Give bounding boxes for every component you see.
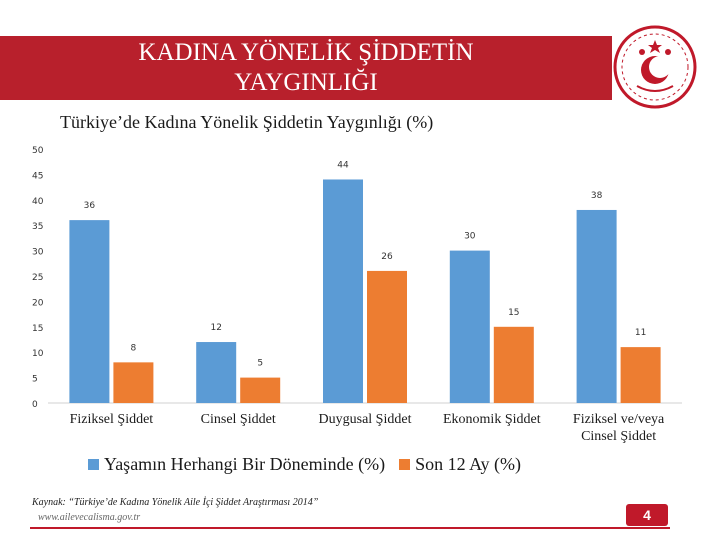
- x-tick-label: Fiziksel Şiddet: [70, 412, 154, 427]
- y-tick-label: 5: [32, 375, 38, 385]
- y-tick-label: 0: [32, 400, 38, 410]
- x-tick-label: Ekonomik Şiddet: [443, 412, 541, 427]
- legend-swatch-last12: [399, 459, 411, 470]
- bar: [196, 342, 237, 403]
- bar-chart: 0 5 10 15 20 25 30 35 40 45 50 36 8 Fiziksel Şiddet 12…: [32, 146, 682, 444]
- data-label: 30: [464, 232, 476, 242]
- legend-label-lifetime: Yaşamın Herhangi Bir Döneminde (%): [104, 454, 386, 474]
- bar: [323, 179, 363, 403]
- y-tick-label: 10: [32, 349, 44, 359]
- bar: [493, 326, 534, 403]
- website-link[interactable]: www.ailevecalisma.gov.tr: [38, 512, 141, 523]
- data-label: 44: [337, 160, 349, 170]
- data-label: 12: [210, 323, 221, 333]
- bar: [240, 377, 281, 403]
- page-title-line-1: KADINA YÖNELİK ŞİDDETİN: [138, 39, 474, 66]
- x-tick-label: Duygusal Şiddet: [319, 412, 412, 427]
- bar: [620, 347, 661, 403]
- data-label: 11: [635, 328, 646, 338]
- bar: [449, 250, 490, 403]
- ministry-logo-icon: [613, 25, 697, 109]
- chart-title: Türkiye’de Kadına Yönelik Şiddetin Yaygı…: [60, 112, 434, 132]
- legend-swatch-lifetime: [88, 459, 99, 470]
- y-tick-label: 50: [32, 146, 44, 156]
- y-tick-label: 25: [32, 273, 43, 283]
- title-banner: [0, 36, 612, 100]
- bar: [113, 362, 154, 403]
- y-tick-label: 40: [32, 197, 44, 207]
- data-label: 26: [381, 252, 393, 262]
- page-title-line-2: YAYGINLIĞI: [234, 69, 378, 96]
- legend-label-last12: Son 12 Ay (%): [415, 454, 521, 474]
- legend-item-last12: Son 12 Ay (%): [399, 454, 521, 475]
- y-tick-label: 30: [32, 248, 44, 258]
- data-label: 38: [591, 191, 603, 201]
- data-label: 15: [508, 308, 519, 318]
- page-number-badge: 4: [626, 504, 668, 526]
- y-tick-label: 20: [32, 298, 44, 308]
- x-tick-label: Fiziksel ve/veya: [573, 412, 665, 427]
- bar: [69, 220, 110, 403]
- chart-legend: Yaşamın Herhangi Bir Döneminde (%) Son 1…: [88, 454, 535, 475]
- y-tick-label: 35: [32, 222, 43, 232]
- footer-divider: [30, 527, 670, 529]
- x-tick-label: Cinsel Şiddet: [201, 412, 276, 427]
- data-label: 36: [84, 201, 96, 211]
- page-title: KADINA YÖNELİK ŞİDDETİN YAYGINLIĞI: [0, 36, 612, 100]
- source-note: Kaynak: “Türkiye’de Kadına Yönelik Aile …: [32, 497, 319, 508]
- x-tick-label: Cinsel Şiddet: [581, 429, 656, 444]
- data-label: 8: [131, 343, 137, 353]
- legend-item-lifetime: Yaşamın Herhangi Bir Döneminde (%): [88, 454, 385, 475]
- y-tick-label: 15: [32, 324, 43, 334]
- data-label: 5: [257, 359, 263, 369]
- bar: [367, 270, 407, 403]
- bar: [576, 209, 617, 403]
- y-tick-label: 45: [32, 171, 43, 181]
